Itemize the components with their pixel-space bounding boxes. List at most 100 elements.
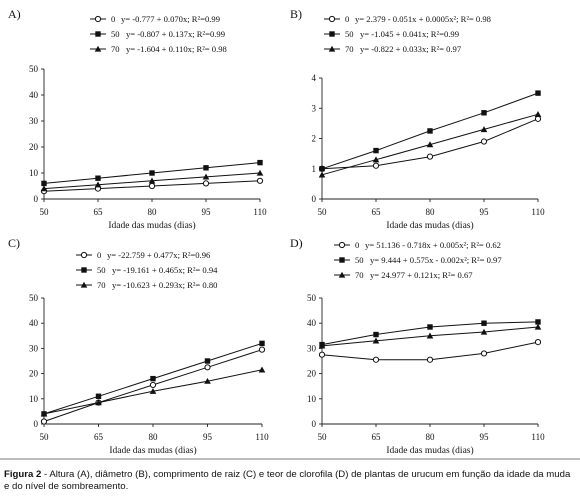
- panel-2-series-50-point: [373, 147, 379, 154]
- panel-3-letter: C): [8, 236, 20, 250]
- panel-1-y-tick-label: 20: [29, 142, 39, 152]
- panel-1-x-axis-title: Idade das mudas (dias): [108, 220, 195, 231]
- panel-4-y-tick-label: 10: [307, 394, 317, 404]
- panel-3-series-0-point: [40, 418, 48, 425]
- panel-2-y-tick-label: 1: [312, 164, 317, 174]
- panel-2-series-0-legend-equation: y= 2.379 - 0.051x + 0.0005x²; R²= 0.98: [355, 14, 491, 24]
- panel-3-y-tick-label: 10: [29, 394, 39, 404]
- panel-1-series-70-point: [40, 185, 48, 192]
- panel-2-series-50-legend-marker: [329, 31, 335, 37]
- panel-4-series-0-point: [426, 356, 434, 363]
- panel-4-letter: D): [290, 236, 303, 250]
- panel-3-series-50-point: [95, 393, 102, 399]
- panel-2-series-0-point: [480, 138, 488, 145]
- panel-4-series-0-legend-equation: y= 51.136 - 0.718x + 0.005x²; R²= 0.62: [365, 240, 501, 250]
- panel-3-series-0-legend-marker: [80, 251, 88, 259]
- panel-3-series-0-legend-equation: y= -22.759 + 0.477x; R²=0.96: [107, 250, 211, 260]
- panel-1-series-50-point: [203, 165, 209, 171]
- panel-4-x-tick-label: 80: [426, 432, 436, 442]
- panel-2-series-70-point: [318, 171, 326, 178]
- panel-1-series-70-legend-label: 70: [111, 44, 120, 54]
- panel-4-series-50-point: [427, 324, 433, 330]
- panel-2-series-70-point: [534, 111, 542, 117]
- panel-2-y-tick-label: 4: [312, 73, 317, 83]
- panel-1-series-70-point: [202, 173, 210, 180]
- panel-4-series-70-point: [480, 328, 488, 335]
- panel-1-series-0-point: [148, 182, 156, 190]
- panel-1-y-tick-label: 40: [29, 90, 39, 100]
- panel-2-x-tick-label: 110: [531, 207, 545, 217]
- panel-4-series-50-point: [535, 319, 541, 325]
- panel-4-series-70-point: [426, 332, 434, 339]
- panel-1-series-70-legend-equation: y= -1.604 + 0.110x; R²= 0.98: [126, 44, 227, 54]
- panel-3-x-axis-title: Idade das mudas (dias): [109, 445, 196, 456]
- panel-3-y-tick-label: 40: [29, 318, 39, 328]
- panel-3-series-70-legend-label: 70: [97, 280, 106, 290]
- panel-3-y-tick-label: 0: [34, 419, 39, 429]
- panel-3-x-tick-label: 65: [94, 432, 104, 442]
- panel-1-x-tick-label: 95: [202, 207, 212, 217]
- panel-3-series-0-point: [204, 364, 211, 371]
- panel-1-y-tick-label: 30: [29, 116, 39, 126]
- panel-1-series-50-legend-marker: [95, 31, 101, 37]
- panel-3-series-50-point: [204, 358, 211, 364]
- panel-1-series-0-point: [202, 180, 210, 187]
- panel-4-series-70-legend-equation: y= 24.977 + 0.121x; R²= 0.67: [370, 270, 473, 280]
- panel-1-series-0-legend-marker: [94, 15, 102, 23]
- panel-3-x-tick-label: 80: [149, 432, 159, 442]
- panel-4-x-tick-label: 110: [531, 432, 545, 442]
- panel-4-series-70-point: [318, 342, 326, 349]
- panel-1-series-70-point: [94, 181, 102, 188]
- panel-3-y-tick-label: 30: [29, 343, 39, 353]
- panel-2-y-tick-label: 3: [312, 103, 317, 113]
- panel-1-series-0-legend-label: 0: [111, 14, 115, 24]
- panel-3-y-tick-label: 50: [29, 293, 39, 303]
- panel-4-y-tick-label: 50: [307, 293, 317, 303]
- panel-4-series-70-point: [534, 323, 542, 330]
- panel-3-series-50-point: [259, 340, 265, 347]
- panel-3-series-70-point: [95, 399, 102, 406]
- panel-4-x-tick-label: 50: [318, 432, 328, 442]
- panel-4-x-axis-title: Idade das mudas (dias): [386, 445, 473, 456]
- panel-2-series-50-point: [427, 128, 433, 134]
- panel-4-series-0-point: [372, 356, 380, 363]
- panel-2-series-0-legend-label: 0: [345, 14, 349, 24]
- panel-2-y-tick-label: 2: [312, 134, 317, 144]
- caption-divider: [0, 458, 580, 460]
- panel-2-series-0-point: [426, 153, 434, 160]
- panel-2-series-0-legend-marker: [328, 15, 336, 23]
- panel-3-series-0-legend-label: 0: [97, 250, 101, 260]
- panel-1-series-50-legend-label: 50: [111, 29, 120, 39]
- panel-4-y-tick-label: 0: [312, 419, 317, 429]
- panel-1-series-70-point: [148, 177, 156, 184]
- panel-3-series-70-point: [258, 366, 266, 373]
- panel-4-series-0-point: [534, 339, 542, 346]
- panel-1-series-50-legend-equation: y= -0.807 + 0.137x; R²=0.99: [126, 29, 225, 39]
- panel-2-x-tick-label: 80: [426, 207, 436, 217]
- panel-2-series-50-legend-label: 50: [345, 29, 354, 39]
- panel-2-series-70-point: [426, 141, 434, 148]
- panel-2-series-50-legend-equation: y= -1.045 + 0.041x; R²=0.99: [360, 29, 459, 39]
- panel-1-letter: A): [8, 7, 21, 21]
- panel-4-y-tick-label: 30: [307, 343, 317, 353]
- panel-1-series-50-point: [41, 180, 47, 187]
- panel-4-series-70-point: [372, 337, 380, 344]
- panel-1-x-tick-label: 50: [40, 207, 50, 217]
- panel-3-series-70-point: [40, 410, 48, 417]
- panel-3-series-0-point: [258, 346, 266, 353]
- panel-4-series-70-legend-label: 70: [355, 270, 364, 280]
- panel-1-x-tick-label: 80: [148, 207, 158, 217]
- panel-1-x-tick-label: 110: [253, 207, 267, 217]
- panel-3-series-70-legend-marker: [80, 281, 88, 288]
- panel-4-series-50-legend-label: 50: [355, 255, 364, 265]
- panel-3-y-tick-label: 20: [29, 369, 39, 379]
- panel-1-y-tick-label: 10: [29, 168, 39, 178]
- figure-caption: Figura 2 - Altura (A), diâmetro (B), com…: [4, 469, 576, 493]
- panel-1-series-50-point: [95, 175, 101, 181]
- panel-4-series-0-legend-label: 0: [355, 240, 359, 250]
- panel-2-series-50-point: [319, 166, 325, 172]
- panel-1-y-tick-label: 0: [34, 194, 39, 204]
- panel-3-series-70-point: [149, 387, 157, 394]
- panel-2-x-tick-label: 50: [318, 207, 328, 217]
- panel-3-x-tick-label: 50: [40, 432, 50, 442]
